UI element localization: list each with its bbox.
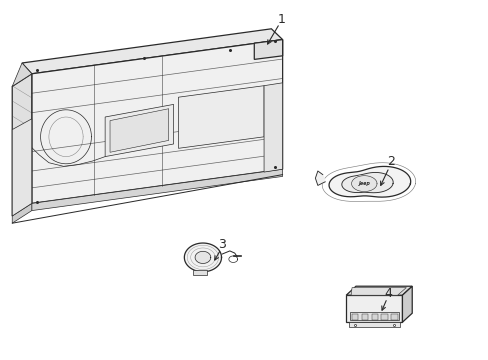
Text: 1: 1 [277, 13, 285, 26]
Polygon shape [12, 119, 32, 216]
Polygon shape [105, 104, 173, 157]
Polygon shape [32, 169, 282, 211]
Polygon shape [195, 251, 210, 264]
Polygon shape [371, 314, 377, 320]
Text: 4: 4 [384, 287, 392, 300]
Polygon shape [193, 270, 206, 275]
Polygon shape [351, 176, 376, 192]
Polygon shape [12, 74, 32, 216]
Polygon shape [22, 29, 282, 74]
Polygon shape [348, 322, 399, 327]
Polygon shape [361, 314, 367, 320]
Text: Jeep: Jeep [358, 181, 369, 186]
Polygon shape [390, 314, 397, 320]
Polygon shape [264, 83, 282, 172]
Polygon shape [350, 288, 406, 295]
Polygon shape [12, 63, 32, 86]
Polygon shape [346, 295, 402, 322]
Polygon shape [402, 286, 411, 322]
Polygon shape [184, 243, 221, 272]
Polygon shape [349, 312, 398, 320]
Polygon shape [12, 203, 32, 223]
Polygon shape [346, 286, 411, 295]
Polygon shape [110, 109, 168, 152]
Polygon shape [315, 171, 325, 185]
Polygon shape [178, 86, 264, 148]
Polygon shape [351, 314, 358, 320]
Text: 2: 2 [386, 156, 394, 168]
Polygon shape [381, 314, 387, 320]
Polygon shape [328, 166, 410, 197]
Polygon shape [32, 40, 282, 203]
Text: 3: 3 [218, 238, 226, 251]
Polygon shape [341, 172, 392, 193]
Polygon shape [254, 40, 282, 59]
